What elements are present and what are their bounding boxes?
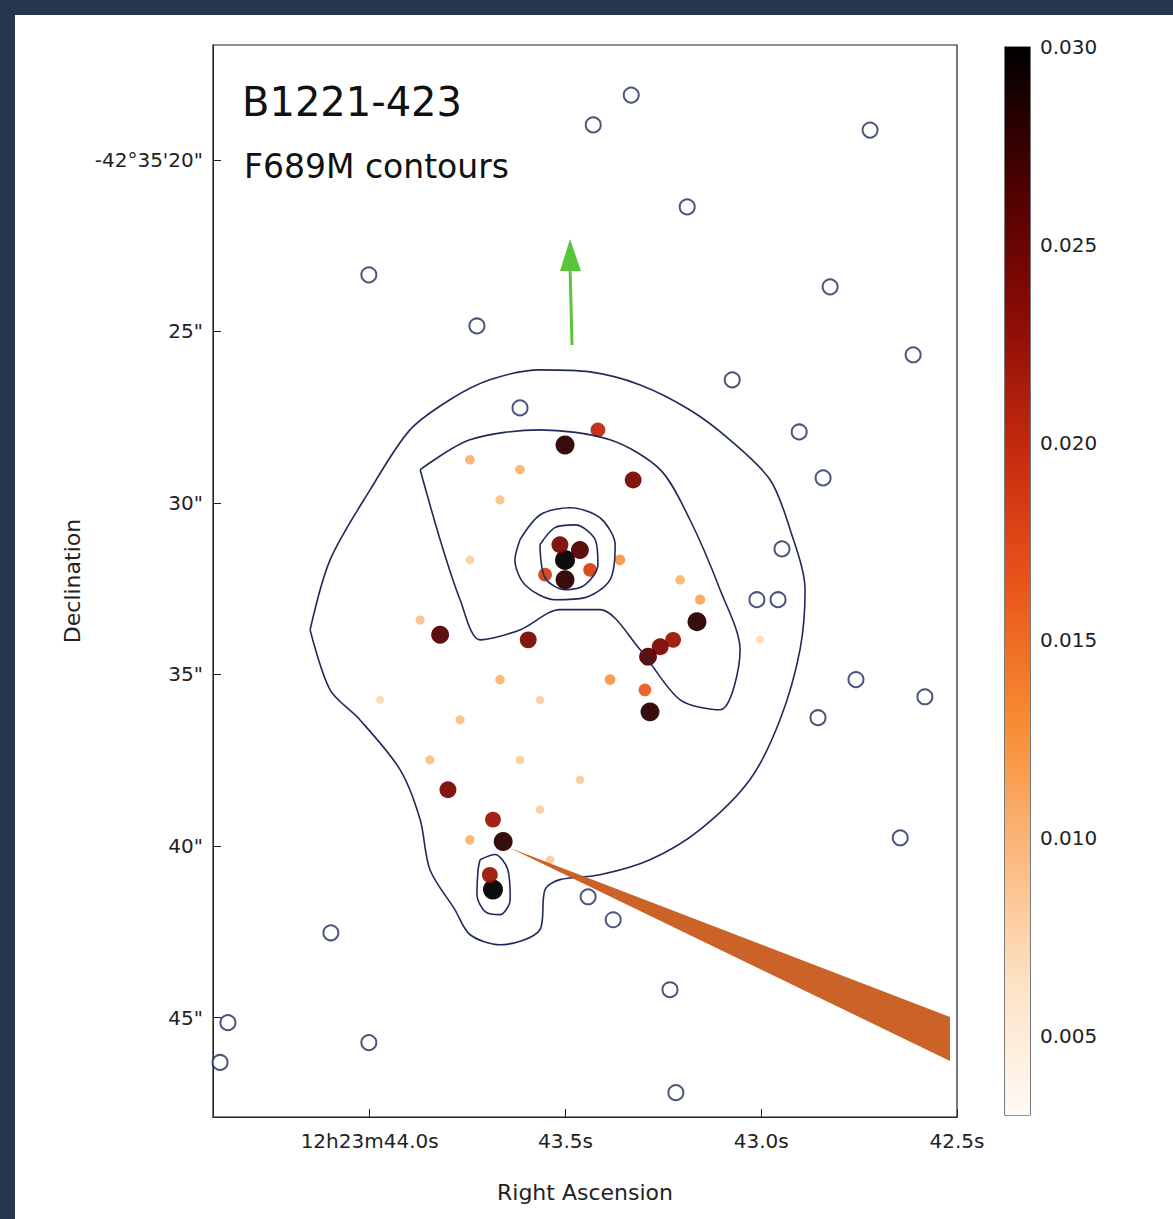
svg-text:0.010: 0.010 — [1040, 826, 1097, 850]
svg-text:43.0s: 43.0s — [734, 1129, 789, 1153]
svg-text:F689M contours: F689M contours — [244, 147, 509, 186]
svg-text:25": 25" — [168, 319, 203, 343]
svg-text:12h23m44.0s: 12h23m44.0s — [301, 1129, 439, 1153]
svg-text:B1221-423: B1221-423 — [242, 79, 462, 125]
svg-text:43.5s: 43.5s — [538, 1129, 593, 1153]
svg-text:-42°35'20": -42°35'20" — [95, 148, 203, 172]
svg-text:Declination: Declination — [60, 519, 85, 643]
svg-text:30": 30" — [168, 491, 203, 515]
svg-text:42.5s: 42.5s — [930, 1129, 985, 1153]
svg-text:0.025: 0.025 — [1040, 233, 1097, 257]
svg-text:35": 35" — [168, 662, 203, 686]
svg-text:0.005: 0.005 — [1040, 1024, 1097, 1048]
svg-text:0.020: 0.020 — [1040, 431, 1097, 455]
svg-text:Right Ascension: Right Ascension — [497, 1180, 673, 1205]
svg-text:45": 45" — [168, 1006, 203, 1030]
svg-text:40": 40" — [168, 834, 203, 858]
svg-text:0.015: 0.015 — [1040, 628, 1097, 652]
svg-text:0.030: 0.030 — [1040, 35, 1097, 59]
